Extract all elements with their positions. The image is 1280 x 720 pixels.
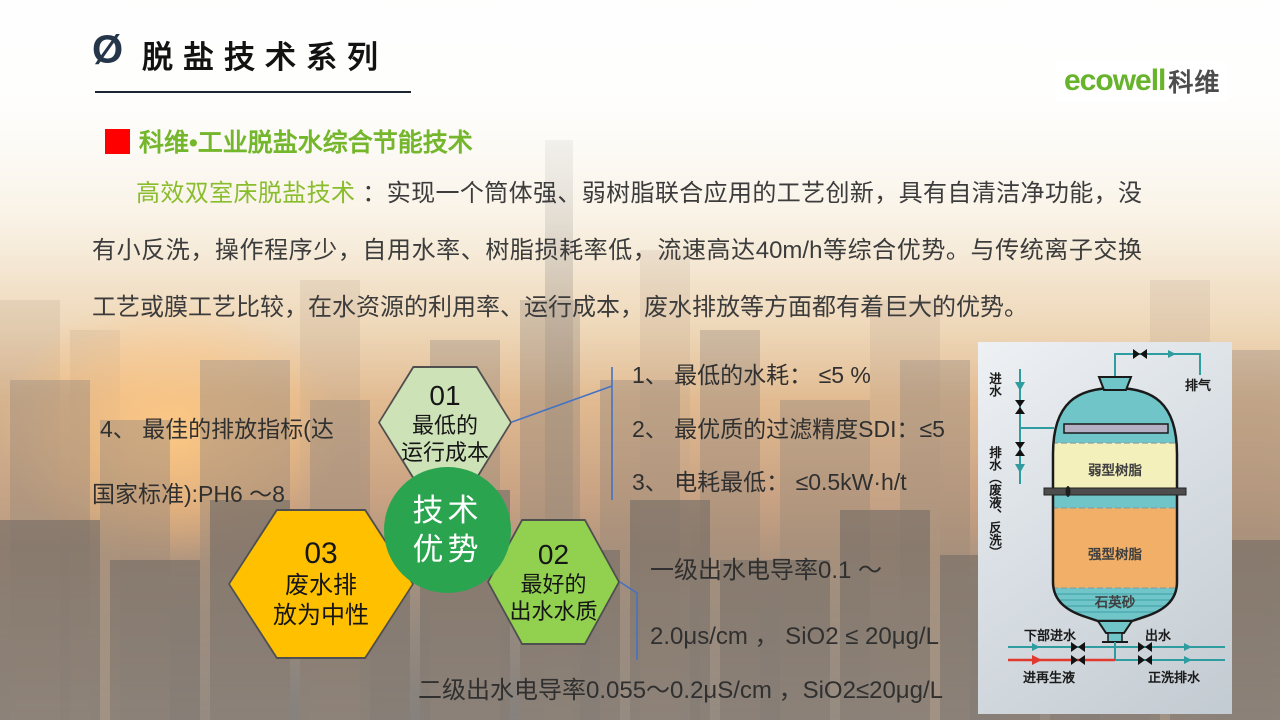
weak-resin-label: 弱型树脂 xyxy=(1088,462,1142,478)
bottom-valve-4-icon xyxy=(1138,655,1152,665)
distributor-bar xyxy=(1063,423,1169,434)
hexagon-01-line1: 最低的 xyxy=(411,412,478,438)
brand-logo: ecowell 科维 xyxy=(1056,60,1229,102)
grade2-conductivity: 二级出水电导率0.055～0.2μS/cm ，SiO2≤20μg/L xyxy=(418,677,943,704)
vessel-fill-bands xyxy=(1053,388,1177,621)
title-icon: Ø xyxy=(92,28,124,72)
hexagon-03-line1: 废水排 xyxy=(285,572,357,599)
inlet-valve-icon xyxy=(1015,400,1025,414)
hexagon-01-number: 01 xyxy=(429,379,461,411)
paragraph-lead: 高效双室床脱盐技术 xyxy=(136,180,363,207)
vessel-top-nozzle xyxy=(1097,376,1133,391)
tech-advantage-circle: 技术 优势 xyxy=(384,467,511,593)
vessel-bottom-nozzle xyxy=(1096,620,1134,634)
bottom-piping xyxy=(1008,642,1225,665)
strong-resin-label: 强型树脂 xyxy=(1088,546,1142,562)
inlet-arrow-icon xyxy=(1015,382,1025,391)
brand-logo-cn: 科维 xyxy=(1168,69,1221,97)
hexagon-01-line2: 运行成本 xyxy=(400,439,489,465)
section-heading-text: 科维•工业脱盐水综合节能技术 xyxy=(139,129,473,157)
paragraph-body: ：实现一个筒体强、弱树脂联合应用的工艺创新，具有自清洁净功能，没有小反洗，操作程… xyxy=(92,180,1142,321)
tech-advantage-line2: 优势 xyxy=(412,532,483,567)
point-4-discharge-line1: 4、 最佳的排放指标(达 xyxy=(100,416,334,442)
vent-pipe xyxy=(1114,349,1201,377)
title-underline xyxy=(95,91,411,93)
intro-paragraph: 高效双室床脱盐技术 ：实现一个筒体强、弱树脂联合应用的工艺创新，具有自清洁净功能… xyxy=(92,165,1142,336)
bottom-valve-3-icon xyxy=(1071,655,1085,665)
bottom-inlet-label: 下部进水 xyxy=(1024,628,1077,643)
inlet-label: 进水 xyxy=(987,371,1001,398)
grade1-conductivity-line1: 一级出水电导率0.1 ～ xyxy=(650,557,883,584)
vessel-schematic-panel: 排气 进水 排水（废液、反洗） xyxy=(978,342,1232,714)
vessel-schematic: 排气 进水 排水（废液、反洗） xyxy=(987,349,1225,685)
hexagon-03-line2: 放为中性 xyxy=(273,602,369,629)
point-1-water-consumption: 1、 最低的水耗： ≤5 % xyxy=(632,362,871,388)
point-3-power-consumption: 3、 电耗最低： ≤0.5kW·h/t xyxy=(632,469,907,495)
hexagon-02-number: 02 xyxy=(537,539,570,570)
drain-label: 排水（废液、反洗） xyxy=(987,445,1002,559)
point-2-filtration-sdi: 2、 最优质的过滤精度SDI：≤5 xyxy=(632,416,945,442)
section-heading: 科维•工业脱盐水综合节能技术 xyxy=(105,123,473,159)
rinse-arrow-icon xyxy=(1184,656,1192,664)
bottom-inlet-arrow-icon xyxy=(1032,643,1040,651)
vent-valve-icon xyxy=(1133,349,1147,359)
point-4-discharge-line2: 国家标准):PH6 ～8 xyxy=(92,481,285,507)
inlet-drain-pipe xyxy=(1015,369,1054,484)
mid-flange xyxy=(1043,487,1187,496)
vent-arrow-icon xyxy=(1168,350,1176,358)
quartz-sand-label: 石英砂 xyxy=(1094,594,1136,610)
grade1-conductivity-line2: 2.0μs/cm ， SiO2 ≤ 20μg/L xyxy=(650,623,939,650)
drain-arrow-icon xyxy=(1015,464,1025,473)
hexagon-02-line1: 最好的 xyxy=(520,572,587,597)
regen-arrow-icon xyxy=(1032,655,1042,665)
hexagon-02-line2: 出水水质 xyxy=(509,599,598,624)
rinse-drain-label: 正洗排水 xyxy=(1148,670,1201,685)
bottom-valve-1-icon xyxy=(1071,642,1085,652)
flange-bolt xyxy=(1065,486,1071,497)
bottom-valve-2-icon xyxy=(1138,642,1152,652)
tech-advantage-line1: 技术 xyxy=(412,493,483,528)
brand-logo-en: ecowell xyxy=(1064,64,1166,97)
drain-valve-icon xyxy=(1015,442,1025,456)
red-square-bullet xyxy=(105,128,130,154)
outlet-arrow-icon xyxy=(1184,643,1192,651)
page-title: 脱盐技术系列 xyxy=(142,40,388,75)
regen-in-label: 进再生液 xyxy=(1023,670,1075,685)
hexagon-03-number: 03 xyxy=(304,537,338,570)
outlet-label: 出水 xyxy=(1145,628,1172,643)
vent-label: 排气 xyxy=(1185,378,1211,393)
